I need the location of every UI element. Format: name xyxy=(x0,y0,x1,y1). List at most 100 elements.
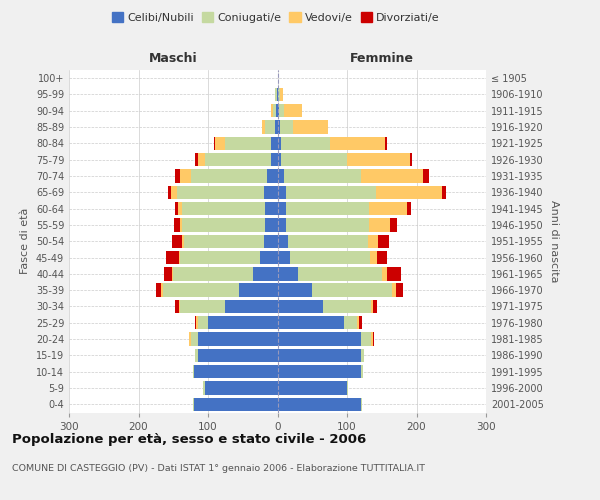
Bar xyxy=(197,153,205,166)
Bar xyxy=(361,170,424,182)
Bar xyxy=(277,398,361,411)
Bar xyxy=(175,202,178,215)
Bar xyxy=(191,170,267,182)
Bar xyxy=(358,316,359,330)
Bar xyxy=(275,120,277,134)
Bar xyxy=(442,186,446,199)
Bar xyxy=(167,186,171,199)
Bar xyxy=(180,251,260,264)
Bar xyxy=(388,267,401,280)
Bar xyxy=(196,316,197,330)
Text: Popolazione per età, sesso e stato civile - 2006: Popolazione per età, sesso e stato civil… xyxy=(12,432,366,446)
Bar xyxy=(395,284,403,297)
Bar xyxy=(173,267,253,280)
Bar xyxy=(277,218,286,232)
Bar xyxy=(171,186,177,199)
Bar xyxy=(410,153,412,166)
Bar xyxy=(194,398,277,411)
Bar xyxy=(271,136,277,150)
Bar xyxy=(277,120,280,134)
Bar xyxy=(424,170,429,182)
Bar xyxy=(371,332,373,346)
Bar xyxy=(277,170,284,182)
Bar xyxy=(166,251,179,264)
Bar xyxy=(276,104,277,118)
Bar xyxy=(312,284,392,297)
Bar xyxy=(193,398,194,411)
Bar xyxy=(369,202,407,215)
Bar xyxy=(180,170,191,182)
Bar xyxy=(277,332,361,346)
Bar xyxy=(277,267,298,280)
Bar xyxy=(277,300,323,313)
Bar xyxy=(277,136,281,150)
Bar xyxy=(369,218,390,232)
Bar xyxy=(361,398,362,411)
Bar xyxy=(286,186,376,199)
Bar xyxy=(265,120,275,134)
Bar xyxy=(286,202,369,215)
Bar xyxy=(179,218,182,232)
Bar xyxy=(286,218,369,232)
Bar xyxy=(385,136,386,150)
Bar xyxy=(195,316,196,330)
Bar xyxy=(275,88,277,101)
Bar xyxy=(407,202,411,215)
Bar xyxy=(392,284,395,297)
Bar xyxy=(194,365,277,378)
Bar xyxy=(161,284,163,297)
Bar xyxy=(239,284,277,297)
Bar xyxy=(284,104,302,118)
Bar xyxy=(184,234,263,248)
Bar xyxy=(278,88,280,101)
Bar xyxy=(378,234,389,248)
Bar xyxy=(182,218,265,232)
Text: COMUNE DI CASTEGGIO (PV) - Dati ISTAT 1° gennaio 2006 - Elaborazione TUTTITALIA.: COMUNE DI CASTEGGIO (PV) - Dati ISTAT 1°… xyxy=(12,464,425,473)
Bar xyxy=(205,382,277,394)
Bar xyxy=(272,104,276,118)
Bar xyxy=(277,316,344,330)
Bar xyxy=(329,136,385,150)
Bar xyxy=(373,332,374,346)
Bar xyxy=(197,316,208,330)
Bar xyxy=(226,300,277,313)
Bar xyxy=(203,382,205,394)
Bar xyxy=(368,234,378,248)
Bar xyxy=(189,332,191,346)
Bar xyxy=(290,251,370,264)
Bar xyxy=(253,267,277,280)
Bar xyxy=(262,120,265,134)
Bar xyxy=(288,234,368,248)
Bar xyxy=(361,348,364,362)
Bar xyxy=(267,170,277,182)
Bar xyxy=(265,218,277,232)
Bar xyxy=(277,153,281,166)
Bar xyxy=(347,382,349,394)
Bar xyxy=(175,300,179,313)
Bar xyxy=(164,267,172,280)
Bar xyxy=(215,136,226,150)
Bar xyxy=(226,136,271,150)
Bar xyxy=(263,186,277,199)
Bar xyxy=(277,284,312,297)
Bar xyxy=(208,316,277,330)
Bar xyxy=(156,284,161,297)
Text: Maschi: Maschi xyxy=(149,52,197,65)
Bar xyxy=(263,234,277,248)
Bar xyxy=(271,153,277,166)
Bar xyxy=(182,234,184,248)
Bar xyxy=(277,348,361,362)
Bar xyxy=(178,202,182,215)
Bar xyxy=(191,332,197,346)
Bar xyxy=(196,348,197,362)
Y-axis label: Fasce di età: Fasce di età xyxy=(20,208,30,274)
Bar xyxy=(293,120,328,134)
Bar xyxy=(323,300,371,313)
Bar xyxy=(284,170,361,182)
Bar xyxy=(260,251,277,264)
Bar xyxy=(277,251,290,264)
Bar xyxy=(359,316,362,330)
Legend: Celibi/Nubili, Coniugati/e, Vedovi/e, Divorziati/e: Celibi/Nubili, Coniugati/e, Vedovi/e, Di… xyxy=(108,8,444,28)
Bar xyxy=(277,202,286,215)
Bar xyxy=(281,153,347,166)
